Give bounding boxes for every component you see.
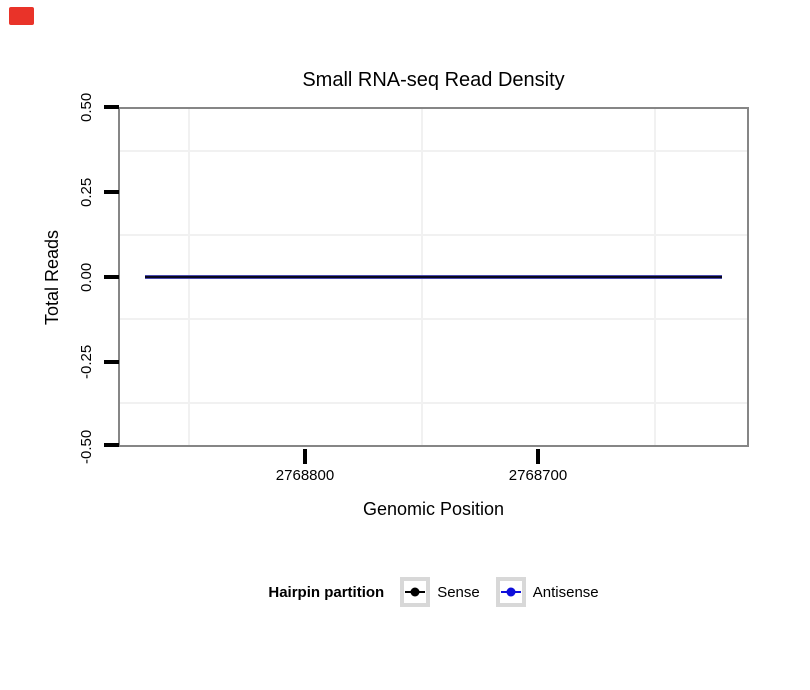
sense-point-glyph (410, 587, 420, 597)
y-axis-tick (104, 443, 119, 447)
y-tick-label: 0.00 (78, 262, 95, 292)
y-axis-tick (104, 105, 119, 109)
y-tick-label: 0.50 (78, 92, 95, 122)
x-axis-title: Genomic Position (362, 499, 505, 519)
y-axis-tick (104, 360, 119, 364)
y-axis-tick (104, 275, 119, 279)
minor-gridline-horizontal (120, 318, 747, 320)
legend-label-antisense: Antisense (532, 583, 599, 601)
minor-gridline-horizontal (120, 234, 747, 236)
x-tick-label: 2768700 (508, 467, 568, 484)
y-tick-label: 0.25 (78, 177, 95, 207)
legend-label-sense: Sense (437, 583, 480, 601)
minor-gridline-horizontal (120, 402, 747, 404)
y-tick-label: -0.50 (78, 429, 95, 465)
x-axis-tick (536, 449, 540, 464)
antisense-point-glyph (506, 587, 516, 597)
y-axis-tick (104, 190, 119, 194)
y-tick-label: -0.25 (78, 344, 95, 380)
minor-gridline-horizontal (120, 150, 747, 152)
legend-title: Hairpin partition (268, 583, 385, 601)
legend: Hairpin partition Sense Antisense (118, 573, 749, 611)
x-tick-label: 2768800 (275, 467, 335, 484)
x-axis-tick (303, 449, 307, 464)
y-axis-title: Total Reads (42, 229, 62, 325)
read-density-line (145, 275, 722, 279)
legend-key-antisense (495, 577, 526, 607)
red-marker (9, 7, 34, 25)
chart-title: Small RNA-seq Read Density (302, 69, 565, 91)
legend-key-sense (400, 577, 431, 607)
plot-panel (118, 107, 749, 447)
